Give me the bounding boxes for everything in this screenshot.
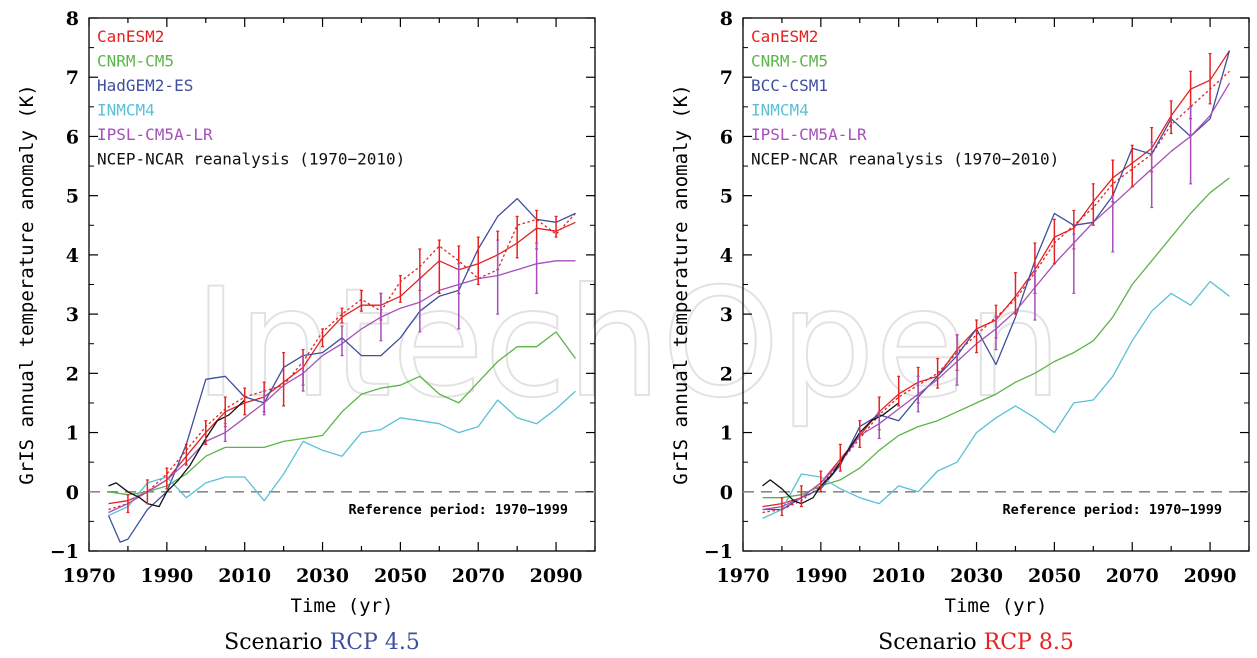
y-tick-label: −1	[50, 541, 79, 563]
legend-entry: IPSL-CM5A-LR	[751, 125, 867, 144]
x-tick-label: 2070	[1106, 565, 1159, 587]
y-tick-label: 7	[720, 67, 733, 89]
panel-rcp85: −1 0 1 2 3 4 5 6 7 8 1970 1990 2010 2030 2050 2070 2090 T…	[670, 8, 1250, 655]
legend-entry: CNRM-CM5	[751, 52, 828, 71]
scenario-name: RCP 8.5	[984, 630, 1074, 655]
y-tick-label: 0	[720, 482, 733, 504]
series-line-2	[108, 331, 577, 496]
x-tick-label: 2010	[218, 565, 271, 587]
legend-entry: INMCM4	[97, 101, 155, 120]
x-axis-title: Time (yr)	[945, 595, 1048, 617]
y-tick-label: 6	[720, 126, 733, 148]
x-tick-label: 1970	[717, 565, 770, 587]
x-axis-title: Time (yr)	[291, 595, 394, 617]
series-line-4	[108, 390, 576, 517]
reference-label: Reference period: 1970−1999	[1003, 502, 1222, 518]
x-tick-label: 2090	[1184, 565, 1237, 587]
panel-rcp45: −1 0 1 2 3 4 5 6 7 8 1970 1990 2010 2030 2050 2070 2090 T…	[16, 8, 596, 655]
legend-entry: HadGEM2-ES	[97, 76, 193, 95]
y-tick-label: 5	[720, 186, 733, 208]
x-tick-label: 2050	[374, 565, 427, 587]
x-tick-label: 2070	[452, 565, 505, 587]
legend-entry: IPSL-CM5A-LR	[97, 125, 213, 144]
series-line-3	[107, 197, 576, 543]
scenario-caption: Scenario RCP 8.5	[878, 630, 1074, 655]
y-tick-label: 4	[720, 245, 733, 267]
y-tick-label: 2	[720, 363, 733, 385]
scenario-prefix: Scenario	[878, 630, 984, 655]
legend-entry: CanESM2	[97, 27, 164, 46]
y-tick-label: 3	[66, 304, 79, 326]
y-tick-label: 8	[66, 8, 79, 30]
y-tick-label: 7	[66, 67, 79, 89]
y-tick-label: 6	[66, 126, 79, 148]
y-tick-label: 0	[66, 482, 79, 504]
scenario-caption: Scenario RCP 4.5	[224, 630, 420, 655]
legend-entry: CanESM2	[751, 27, 818, 46]
reference-label: Reference period: 1970−1999	[349, 502, 568, 518]
y-tick-label: 3	[720, 304, 733, 326]
x-tick-label: 2030	[950, 565, 1003, 587]
y-tick-label: −1	[704, 541, 733, 563]
y-tick-label: 2	[66, 363, 79, 385]
x-tick-label: 2090	[530, 565, 583, 587]
scenario-name: RCP 4.5	[330, 630, 420, 655]
y-axis-title: GrIS annual temperature anomaly (K)	[16, 84, 38, 484]
x-tick-label: 1990	[794, 565, 847, 587]
scenario-prefix: Scenario	[224, 630, 330, 655]
y-tick-label: 8	[720, 8, 733, 30]
x-tick-label: 2010	[872, 565, 925, 587]
x-tick-label: 2030	[296, 565, 349, 587]
legend-entry: NCEP-NCAR reanalysis (1970−2010)	[97, 150, 405, 169]
y-tick-label: 1	[720, 423, 733, 445]
x-tick-label: 1970	[63, 565, 116, 587]
series-line-6	[108, 399, 246, 508]
y-tick-label: 5	[66, 186, 79, 208]
x-tick-label: 1990	[140, 565, 193, 587]
y-tick-label: 4	[66, 245, 79, 267]
series-line-2	[762, 177, 1230, 499]
legend-entry: CNRM-CM5	[97, 52, 174, 71]
x-tick-label: 2050	[1028, 565, 1081, 587]
y-axis-title: GrIS annual temperature anomaly (K)	[670, 84, 692, 484]
legend-entry: NCEP-NCAR reanalysis (1970−2010)	[751, 150, 1059, 169]
legend-entry: INMCM4	[751, 101, 809, 120]
series-line-4	[762, 280, 1230, 519]
watermark: IntechOpen	[194, 257, 1063, 431]
legend-entry: BCC-CSM1	[751, 76, 828, 95]
y-tick-label: 1	[66, 423, 79, 445]
